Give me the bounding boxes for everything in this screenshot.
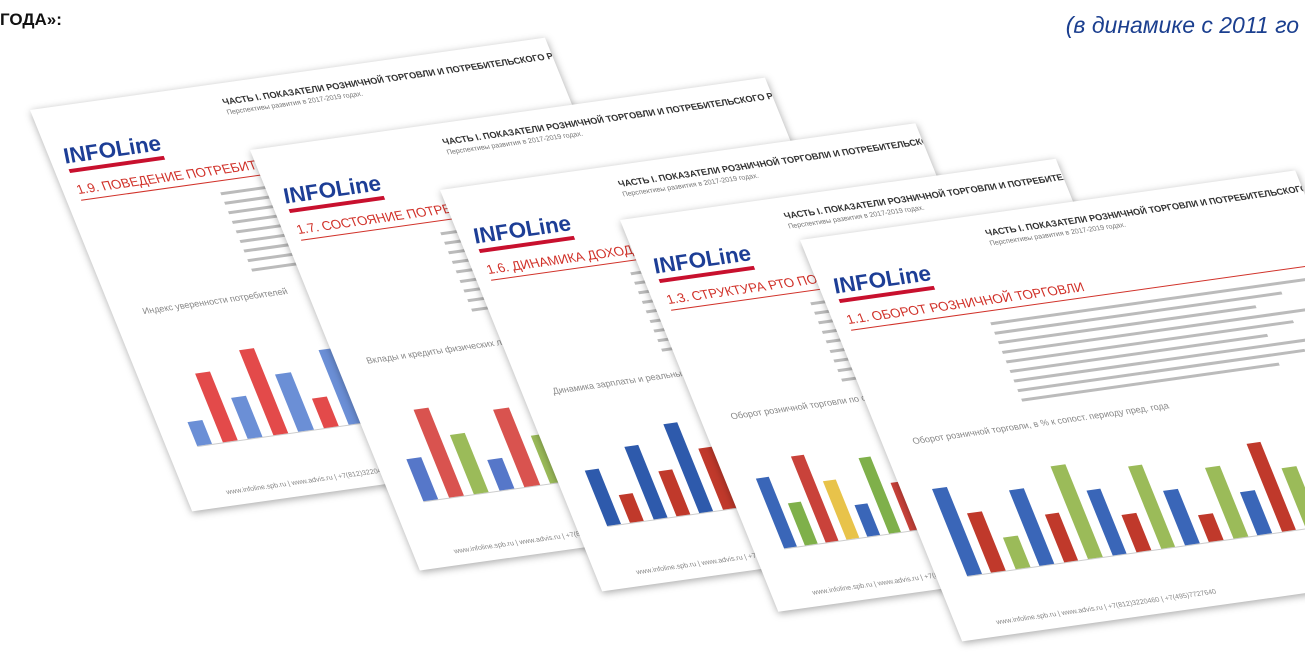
slide-footer: www.infoline.spb.ru | www.advis.ru | +7(…: [995, 589, 1217, 627]
decor-bar: [231, 396, 263, 439]
decor-bar: [1122, 513, 1152, 552]
decor-bar: [1003, 536, 1030, 569]
decor-bar: [187, 420, 212, 446]
header-right: (в динамике с 2011 го: [1066, 12, 1299, 39]
page: ГОДА»: (в динамике с 2011 го ЧАСТЬ I. ПО…: [0, 0, 1305, 672]
decor-bar: [855, 503, 880, 536]
slide-part-title: ЧАСТЬ I. ПОКАЗАТЕЛИ РОЗНИЧНОЙ ТОРГОВЛИ И…: [221, 47, 582, 107]
decor-bar: [407, 458, 439, 502]
decor-bar: [619, 493, 644, 523]
chart-area: [919, 394, 1305, 577]
header-left: ГОДА»:: [0, 10, 62, 30]
decor-bar: [487, 458, 514, 490]
decor-bar: [585, 469, 621, 526]
decor-bar: [756, 477, 797, 548]
decor-bar: [312, 396, 339, 428]
decor-bar: [1199, 513, 1224, 542]
